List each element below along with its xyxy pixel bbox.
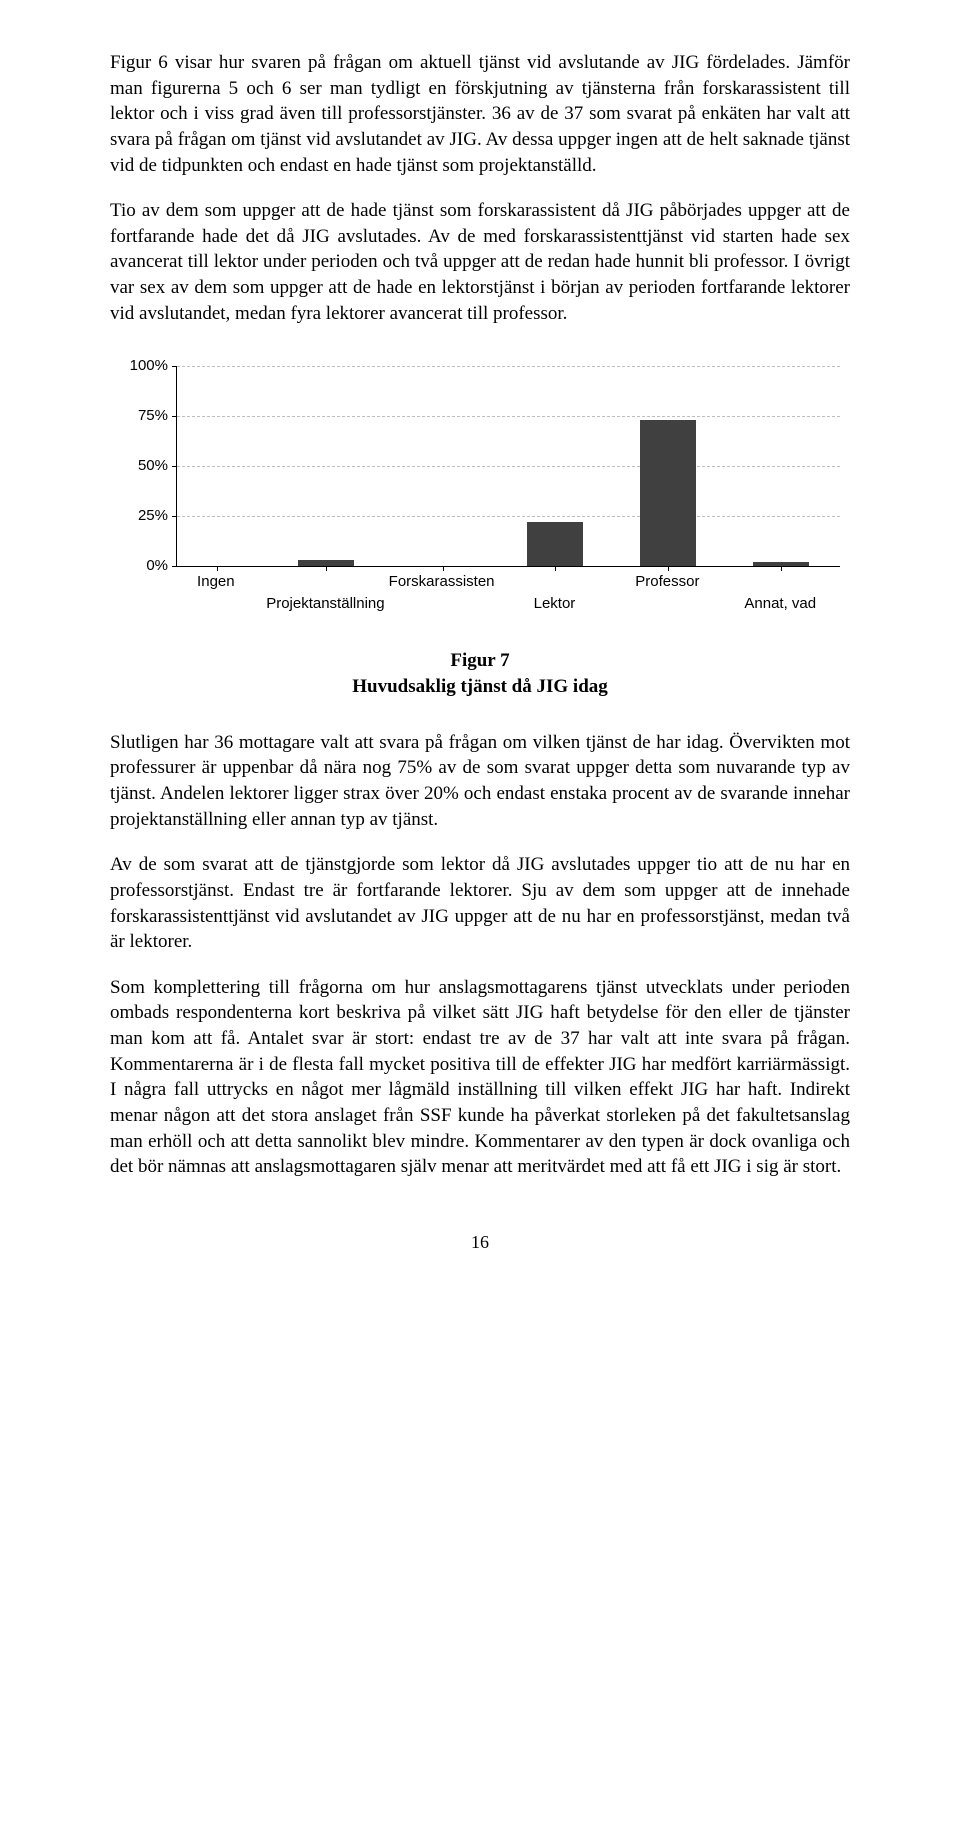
x-tick-label: Professor <box>635 572 699 592</box>
grid-line <box>177 416 840 417</box>
x-tick-mark <box>443 566 444 571</box>
grid-line <box>177 516 840 517</box>
paragraph: Figur 6 visar hur svaren på frågan om ak… <box>110 50 850 178</box>
x-tick-label: Forskarassisten <box>389 572 495 592</box>
y-tick-label: 75% <box>138 406 168 426</box>
x-tick-mark <box>668 566 669 571</box>
paragraph: Tio av dem som uppger att de hade tjänst… <box>110 198 850 326</box>
figure-caption: Figur 7 Huvudsaklig tjänst då JIG idag <box>110 648 850 699</box>
plot-area <box>176 366 840 567</box>
grid-line <box>177 466 840 467</box>
paragraph: Som komplettering till frågorna om hur a… <box>110 975 850 1180</box>
figure-title: Huvudsaklig tjänst då JIG idag <box>352 676 608 697</box>
x-tick-mark <box>326 566 327 571</box>
y-tick-label: 0% <box>146 556 168 576</box>
x-tick-label: Ingen <box>197 572 235 592</box>
y-axis: 0%25%50%75%100% <box>120 366 174 566</box>
x-tick-label: Projektanställning <box>266 594 384 614</box>
bar <box>298 560 354 566</box>
y-tick-label: 25% <box>138 506 168 526</box>
y-tick-mark <box>172 566 177 567</box>
bar <box>527 522 583 566</box>
page-number: 16 <box>110 1230 850 1254</box>
bar-chart: 0%25%50%75%100% IngenForskarassistenProf… <box>120 366 840 626</box>
bar <box>640 420 696 566</box>
x-axis-labels: Ingen Forskarassisten Professor Projektanst… <box>176 572 840 622</box>
grid-line <box>177 366 840 367</box>
x-tick-mark <box>217 566 218 571</box>
x-tick-label: Annat, vad <box>744 594 816 614</box>
paragraph: Av de som svarat att de tjänstgjorde som… <box>110 852 850 955</box>
figure-7: 0%25%50%75%100% IngenForskarassistenProf… <box>110 366 850 699</box>
x-tick-label: Lektor <box>534 594 576 614</box>
figure-number: Figur 7 <box>450 650 509 671</box>
y-tick-label: 50% <box>138 456 168 476</box>
x-tick-mark <box>781 566 782 571</box>
bar <box>753 562 809 566</box>
y-tick-label: 100% <box>130 356 168 376</box>
paragraph: Slutligen har 36 mottagare valt att svar… <box>110 730 850 833</box>
x-tick-mark <box>555 566 556 571</box>
